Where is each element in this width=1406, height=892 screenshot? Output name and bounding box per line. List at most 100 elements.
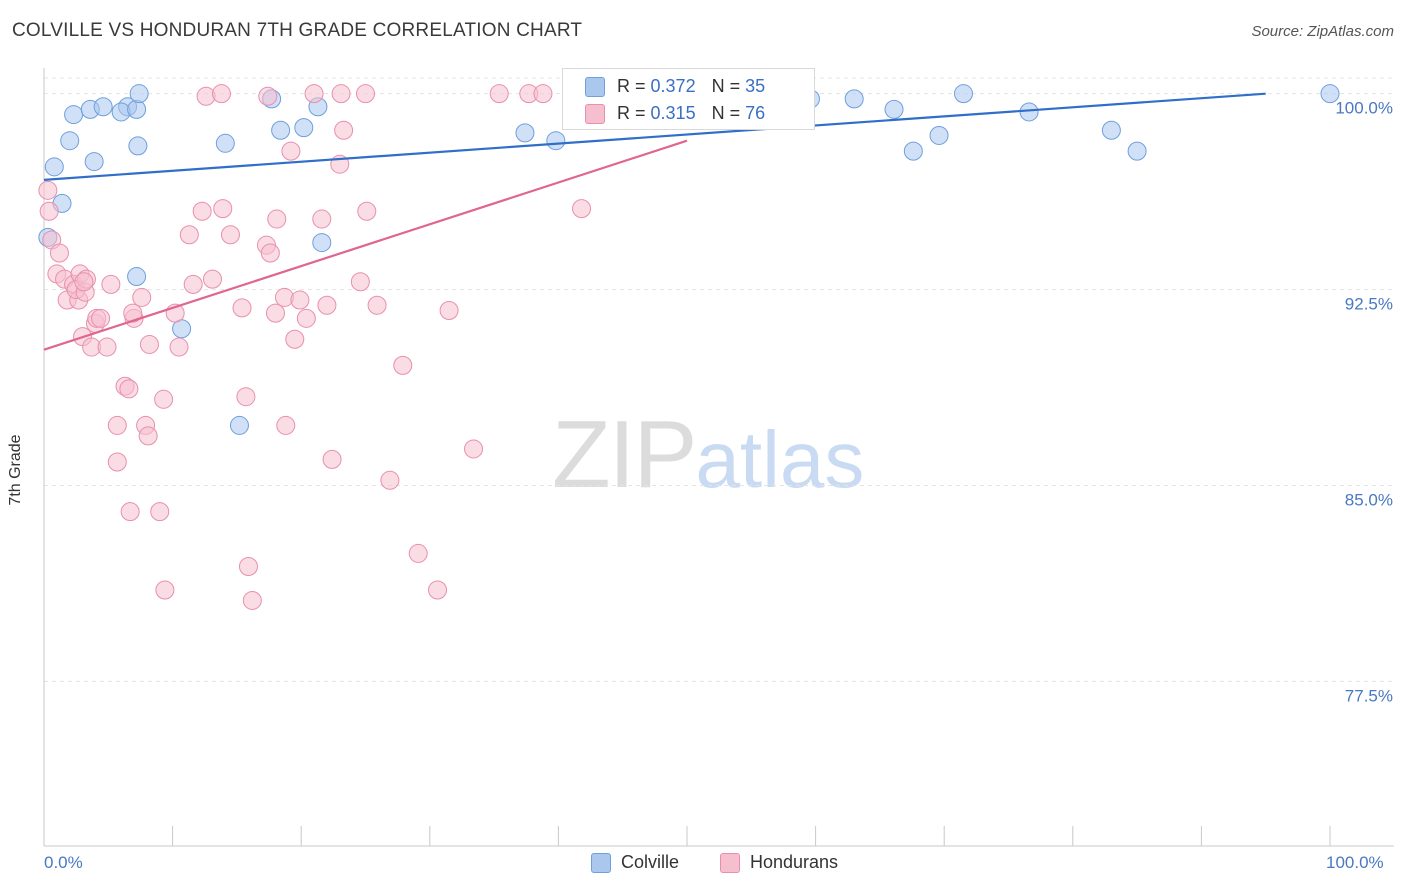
colville-point: [884, 99, 904, 119]
hondurans-trend-line: [43, 139, 688, 351]
colville-point: [127, 267, 147, 287]
hondurans-point: [265, 303, 285, 323]
chart-source: Source: ZipAtlas.com: [1251, 23, 1394, 40]
chart-title: COLVILLE VS HONDURAN 7TH GRADE CORRELATI…: [12, 20, 583, 41]
colville-point: [93, 97, 113, 117]
zipatlas-watermark: ZIPatlas: [552, 400, 864, 510]
hondurans-point: [150, 502, 170, 522]
watermark-atlas: atlas: [695, 415, 865, 504]
y-tick-label: 92.5%: [1345, 295, 1393, 314]
stats-hondurans-r-label: R =: [617, 103, 646, 123]
hondurans-point: [428, 580, 448, 600]
hondurans-point: [119, 379, 139, 399]
colville-point: [844, 89, 864, 109]
hondurans-point: [179, 225, 199, 245]
legend-hondurans-label: Hondurans: [750, 852, 839, 872]
hondurans-point: [331, 84, 351, 104]
hondurans-point: [238, 556, 258, 576]
hondurans-point: [211, 84, 231, 104]
hondurans-swatch: [585, 103, 605, 124]
legend-item-colville[interactable]: Colville: [591, 852, 679, 873]
hondurans-point: [132, 287, 152, 307]
stats-colville-n-value: 35: [745, 76, 766, 96]
x-axis-min-label: 0.0%: [44, 853, 83, 872]
hondurans-point: [285, 329, 305, 349]
hondurans-point: [202, 269, 222, 289]
y-tick-label: 100.0%: [1335, 99, 1393, 118]
legend-hondurans-swatch: [720, 852, 740, 873]
colville-point: [84, 152, 104, 172]
hondurans-point: [304, 84, 324, 104]
hondurans-point: [169, 337, 189, 357]
hondurans-point: [367, 295, 387, 315]
stats-colville-r-label: R =: [617, 76, 646, 96]
hondurans-point: [38, 180, 58, 200]
hondurans-point: [91, 308, 111, 328]
hondurans-point: [49, 243, 69, 263]
hondurans-point: [380, 470, 400, 490]
hondurans-point: [213, 199, 233, 219]
hondurans-point: [572, 199, 592, 219]
colville-swatch: [585, 76, 605, 97]
colville-point: [929, 125, 949, 145]
colville-point: [215, 133, 235, 153]
hondurans-point: [464, 439, 484, 459]
hondurans-point: [154, 389, 174, 409]
hondurans-point: [322, 449, 342, 469]
stats-hondurans-n-value: 76: [745, 103, 766, 123]
correlation-stats-box: R = 0.372 N = 35 R = 0.315 N = 76: [562, 68, 815, 130]
hondurans-point: [101, 274, 121, 294]
data-points: [38, 84, 1340, 610]
hondurans-point: [350, 272, 370, 292]
hondurans-point: [120, 502, 140, 522]
colville-point: [129, 84, 149, 104]
hondurans-point: [317, 295, 337, 315]
hondurans-point: [312, 209, 332, 229]
stats-colville-r-value: 0.372: [650, 76, 696, 96]
hondurans-point: [192, 201, 212, 221]
hondurans-point: [489, 84, 509, 104]
grid-lines: [44, 77, 1394, 682]
y-tick-labels: 77.5% 85.0% 92.5% 100.0%: [1335, 99, 1393, 706]
colville-point: [1101, 120, 1121, 140]
hondurans-point: [155, 580, 175, 600]
colville-point: [1320, 84, 1340, 104]
stats-row-hondurans: R = 0.315 N = 76: [585, 103, 765, 124]
legend-item-hondurans[interactable]: Hondurans: [720, 852, 838, 873]
hondurans-point: [74, 272, 94, 292]
hondurans-point: [97, 337, 117, 357]
stats-hondurans-r-value: 0.315: [650, 103, 696, 123]
hondurans-point: [139, 334, 159, 354]
colville-point: [312, 233, 332, 253]
legend-colville-swatch: [591, 852, 611, 873]
colville-point: [1127, 141, 1147, 161]
colville-point: [44, 157, 64, 177]
colville-point: [903, 141, 923, 161]
colville-point: [127, 99, 147, 119]
hondurans-point: [393, 355, 413, 375]
stats-colville-n-label: N =: [711, 76, 741, 96]
hondurans-point: [439, 300, 459, 320]
y-tick-label: 77.5%: [1345, 686, 1393, 705]
hondurans-point: [356, 84, 375, 104]
stats-row-colville: R = 0.372 N = 35: [585, 76, 765, 97]
colville-point: [229, 415, 249, 435]
hondurans-point: [533, 84, 553, 104]
hondurans-point: [267, 209, 287, 229]
hondurans-point: [39, 201, 59, 221]
hondurans-point: [183, 274, 203, 294]
x-axis-max-label: 100.0%: [1326, 853, 1384, 872]
hondurans-point: [107, 415, 127, 435]
hondurans-point: [276, 415, 296, 435]
colville-point: [953, 84, 973, 104]
watermark-zip: ZIP: [552, 401, 697, 508]
hondurans-point: [290, 290, 310, 310]
legend-colville-label: Colville: [621, 852, 680, 872]
hondurans-point: [232, 298, 252, 318]
colville-trend-line: [43, 92, 1266, 181]
hondurans-point: [107, 452, 127, 472]
hondurans-point: [296, 308, 316, 328]
hondurans-point: [242, 590, 262, 610]
hondurans-point: [258, 86, 278, 106]
